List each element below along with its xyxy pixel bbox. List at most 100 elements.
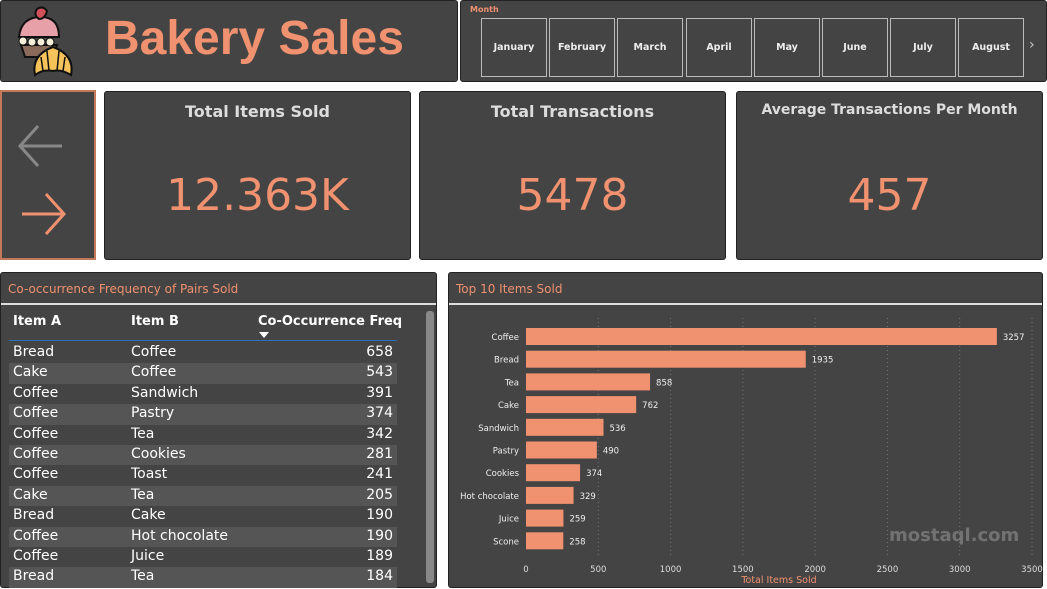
month-august[interactable]: August	[958, 18, 1024, 77]
cell-item-b: Tea	[131, 486, 155, 503]
bar-scone[interactable]	[526, 532, 564, 550]
month-may[interactable]: May	[754, 18, 820, 77]
table-row[interactable]: Cake Coffee 543	[9, 363, 397, 384]
cell-item-b: Juice	[131, 548, 165, 564]
kpi-value: 457	[847, 170, 932, 221]
bar-sandwich[interactable]	[526, 418, 604, 436]
data-label: 3257	[1003, 333, 1025, 343]
dashboard-title: Bakery Sales	[105, 12, 404, 65]
divider	[1, 303, 436, 305]
cell-freq: 543	[366, 364, 393, 381]
data-label: 329	[580, 492, 596, 502]
chevron-right-icon[interactable]: ›	[1029, 37, 1035, 53]
month-march[interactable]: March	[617, 18, 683, 77]
month-february[interactable]: February	[549, 18, 615, 77]
table-title: Co-occurrence Frequency of Pairs Sold	[8, 282, 239, 296]
category-label: Sandwich	[478, 424, 519, 434]
column-header-freq[interactable]: Co-Occurrence Freq	[258, 314, 403, 329]
x-tick-label: 0	[523, 565, 528, 575]
bar-tea[interactable]	[526, 373, 651, 391]
cell-item-a: Coffee	[13, 425, 59, 442]
bar-bread[interactable]	[526, 350, 806, 368]
category-label: Tea	[504, 378, 519, 388]
column-header-item-a[interactable]: Item A	[13, 314, 62, 329]
table-row[interactable]: Coffee Juice 189	[9, 547, 397, 567]
bar-hot-chocolate[interactable]	[526, 486, 574, 504]
column-header-item-b[interactable]: Item B	[131, 314, 179, 329]
bakery-logo-icon	[17, 6, 73, 77]
x-tick-label: 500	[590, 565, 606, 575]
table-row[interactable]: Coffee Toast 241	[9, 465, 397, 485]
page-navigation	[0, 90, 96, 260]
table-row[interactable]: Coffee Tea 342	[9, 425, 397, 445]
bar-coffee[interactable]	[526, 328, 997, 345]
cell-item-b: Pastry	[131, 405, 175, 422]
data-label: 858	[656, 378, 672, 388]
x-tick-label: 2000	[804, 565, 826, 575]
cell-item-a: Coffee	[13, 446, 59, 462]
table-row[interactable]: Bread Coffee 658	[9, 343, 397, 363]
category-label: Bread	[494, 356, 519, 366]
bar-cake[interactable]	[526, 396, 637, 414]
table-row[interactable]: Bread Tea 184	[9, 567, 397, 588]
table-row[interactable]: Coffee Pastry 374	[9, 404, 397, 425]
slicer-label: Month	[470, 5, 499, 14]
cell-item-b: Sandwich	[131, 384, 199, 401]
cell-item-b: Cookies	[131, 446, 186, 462]
bar-pastry[interactable]	[526, 441, 597, 459]
month-july[interactable]: July	[890, 18, 956, 77]
x-tick-label: 3500	[1021, 565, 1043, 575]
arrow-left-icon[interactable]	[16, 122, 66, 170]
table-row[interactable]: Coffee Cookies 281	[9, 445, 397, 466]
cell-freq: 184	[366, 568, 393, 585]
bar-cookies[interactable]	[526, 464, 581, 482]
co-occurrence-table: Co-occurrence Frequency of Pairs Sold It…	[0, 272, 437, 588]
data-label: 490	[603, 447, 619, 457]
bar-juice[interactable]	[526, 509, 564, 527]
kpi-value: 12.363K	[166, 170, 349, 221]
data-label: 374	[586, 469, 602, 479]
header-underline	[9, 340, 397, 341]
month-january[interactable]: January	[481, 18, 547, 77]
data-label: 762	[642, 401, 658, 411]
kpi-title: Total Transactions	[490, 102, 655, 121]
divider	[449, 303, 1042, 305]
month-june[interactable]: June	[822, 18, 888, 77]
table-row[interactable]: Bread Cake 190	[9, 506, 397, 526]
data-label: 258	[569, 537, 585, 547]
kpi-title: Total Items Sold	[185, 102, 330, 121]
watermark: mostaql.com	[889, 525, 1020, 546]
x-tick-label: 3000	[949, 565, 971, 575]
kpi-avg-transactions: Average Transactions Per Month 457	[736, 91, 1043, 260]
category-label: Coffee	[492, 333, 519, 343]
category-label: Hot chocolate	[460, 492, 519, 502]
kpi-total-transactions: Total Transactions 5478	[419, 91, 726, 260]
bar-chart: 0 500 1000 1500 2000 2500 3000 3500 Coffee 3257 Br…	[460, 318, 1043, 586]
cell-item-b: Toast	[131, 466, 168, 483]
data-label: 259	[569, 515, 585, 525]
cell-freq: 658	[366, 344, 393, 360]
scrollbar[interactable]	[426, 311, 434, 583]
cell-item-a: Bread	[13, 568, 55, 585]
data-label: 536	[609, 424, 625, 434]
cell-item-b: Tea	[131, 425, 155, 442]
cell-item-a: Bread	[13, 344, 55, 360]
cell-item-b: Tea	[131, 568, 155, 585]
x-tick-label: 2500	[877, 565, 899, 575]
month-april[interactable]: April	[686, 18, 752, 77]
cell-freq: 374	[366, 405, 393, 422]
category-label: Cake	[498, 401, 519, 411]
cell-item-a: Bread	[13, 507, 55, 524]
header-panel: Bakery Sales	[0, 0, 458, 82]
table-row[interactable]: Cake Tea 205	[9, 485, 397, 507]
cell-freq: 342	[366, 425, 393, 442]
cell-freq: 391	[366, 384, 393, 401]
cell-item-a: Cake	[13, 486, 48, 503]
arrow-right-icon[interactable]	[20, 190, 70, 238]
cell-freq: 189	[366, 548, 393, 564]
category-label: Scone	[493, 537, 519, 547]
cell-item-b: Coffee	[131, 364, 177, 381]
table-row[interactable]: Coffee Sandwich 391	[9, 384, 397, 404]
table-row[interactable]: Coffee Hot chocolate 190	[9, 526, 397, 547]
data-label: 1935	[812, 356, 834, 366]
